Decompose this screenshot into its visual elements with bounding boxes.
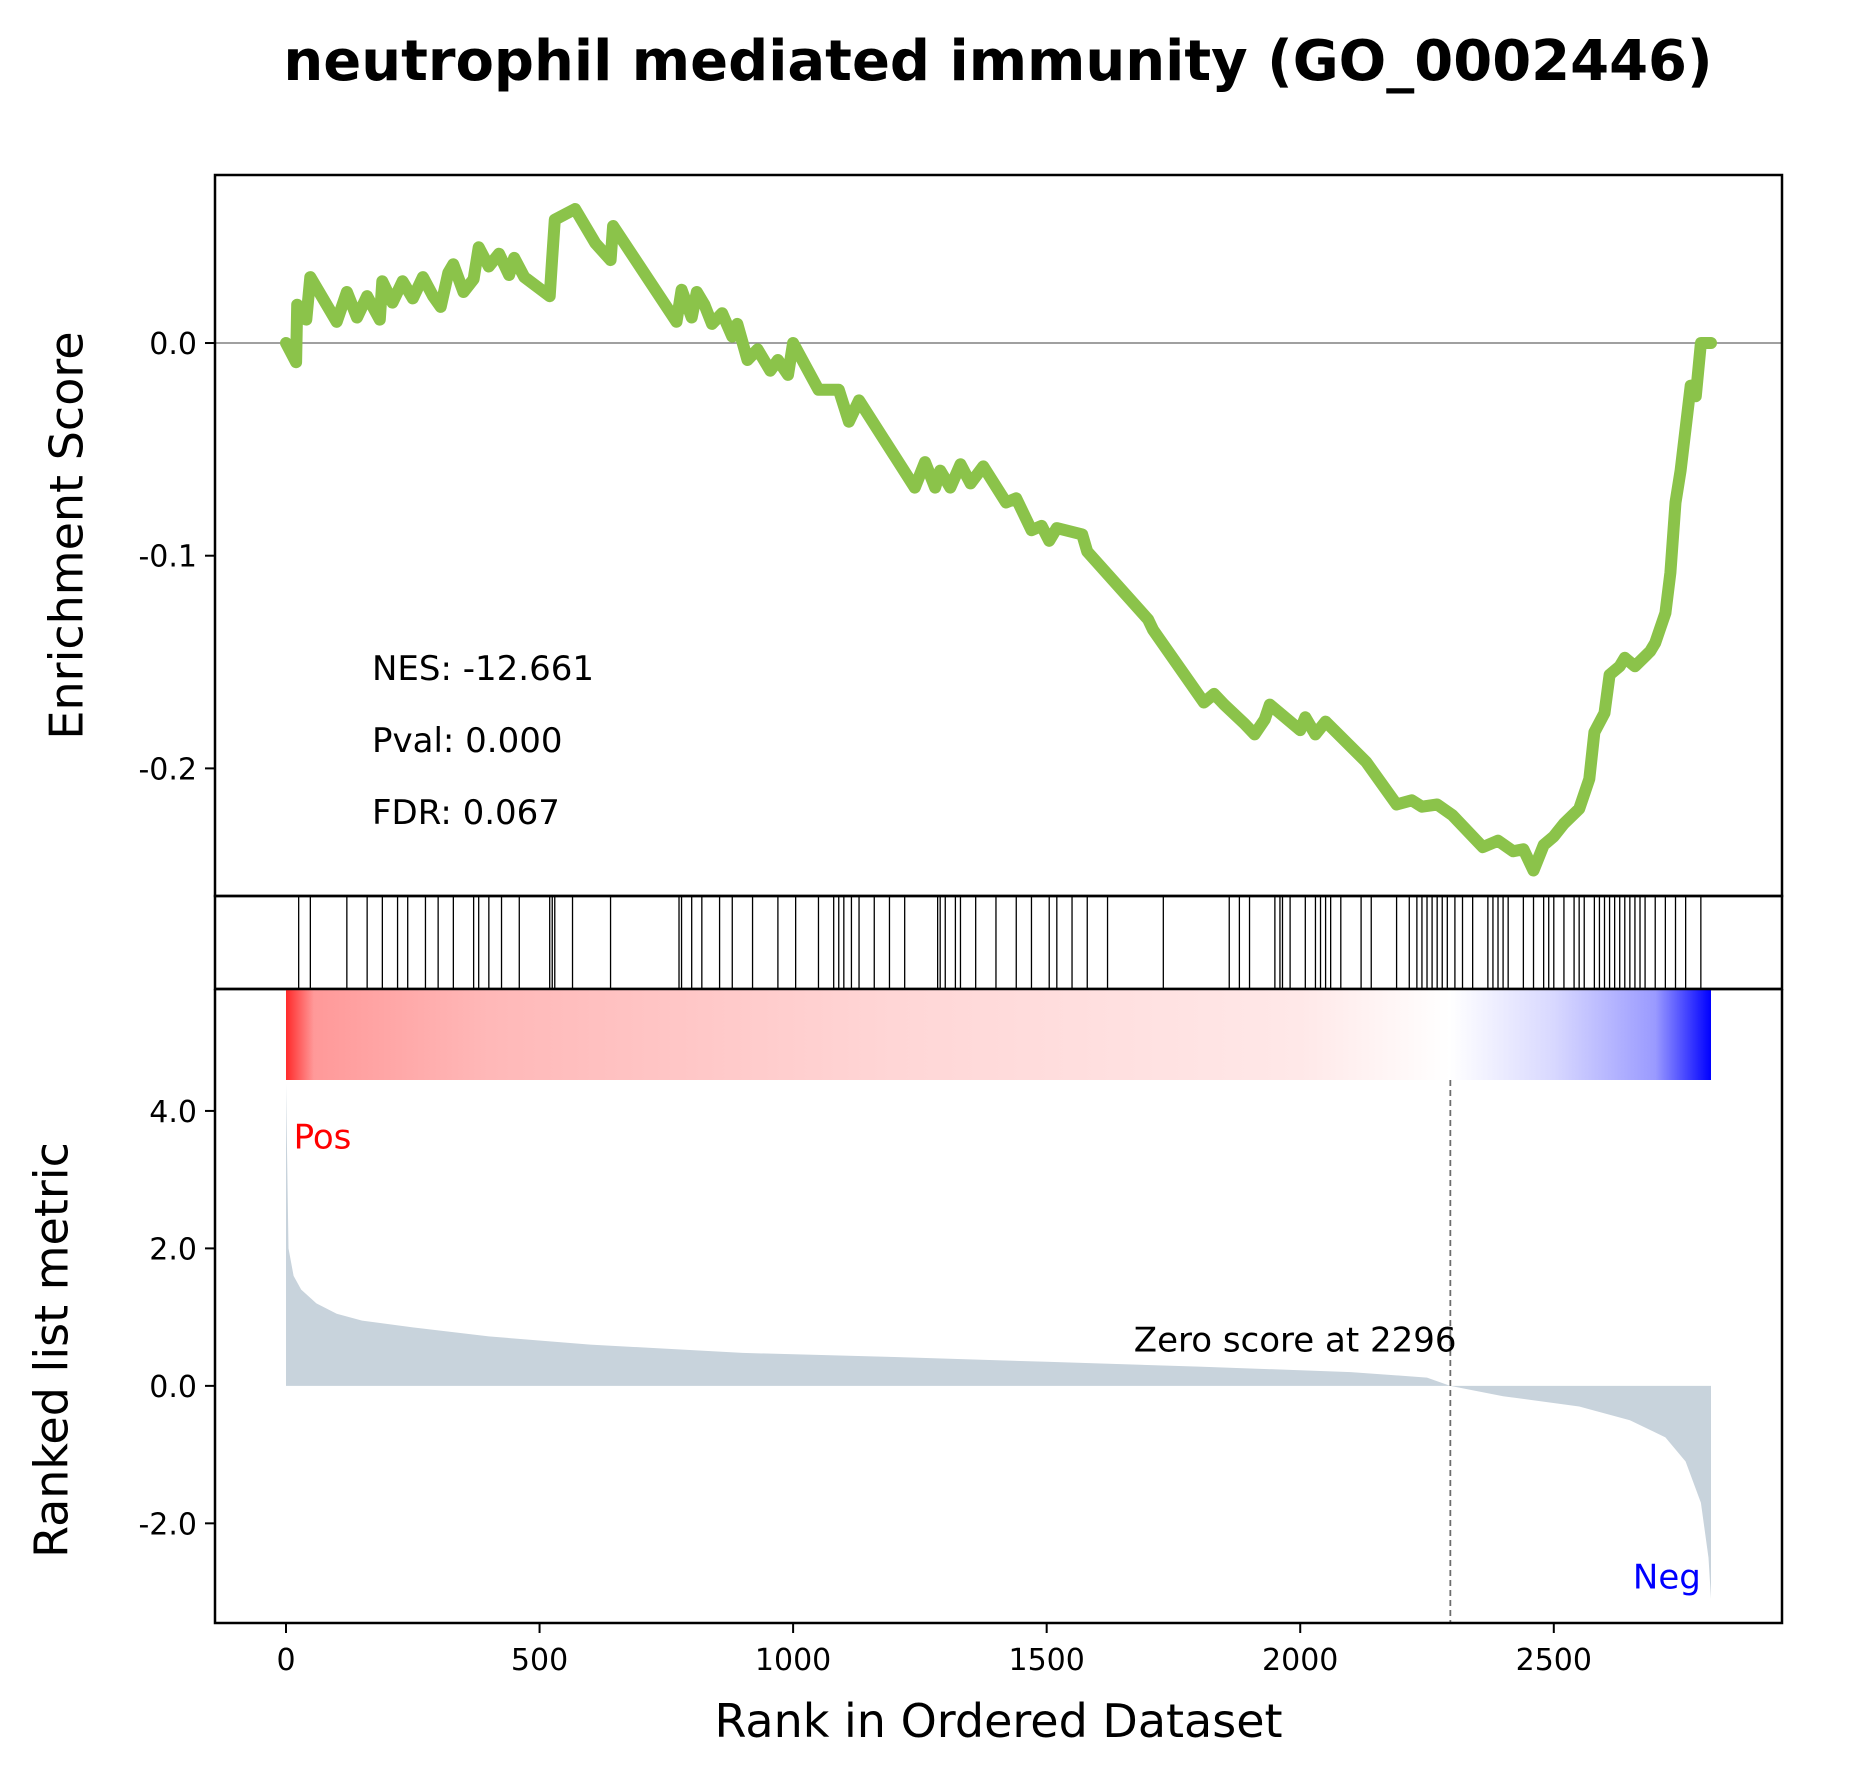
enrichment-stat-1: Pval: 0.000 — [372, 721, 563, 761]
x-axis-label: Rank in Ordered Dataset — [714, 1694, 1282, 1748]
pos-label: Pos — [294, 1118, 352, 1158]
x-tick-label: 1500 — [1008, 1643, 1084, 1678]
enrichment-y-tick-label: -0.1 — [138, 540, 197, 575]
x-tick-label: 1000 — [755, 1643, 831, 1678]
metric-y-axis-label: Ranked list metric — [25, 1142, 79, 1558]
gene-hit-ticks — [298, 896, 1702, 989]
enrichment-y-axis-label: Enrichment Score — [40, 331, 94, 739]
gene-hits-panel-frame — [213, 894, 1784, 991]
zero-score-label: Zero score at 2296 — [1134, 1321, 1457, 1361]
metric-panel-frame — [213, 1080, 1784, 1625]
gene-hits-panel — [213, 894, 1784, 991]
enrichment-y-ticks: 0.0 -0.1 -0.2 — [138, 327, 215, 787]
x-tick-label: 2000 — [1262, 1643, 1338, 1678]
ranked-metric-panel: 4.0 2.0 0.0 -2.0 Zero score at 2296 Pos Neg… — [25, 1080, 1784, 1748]
metric-y-ticks: 4.0 2.0 0.0 -2.0 — [138, 1095, 215, 1542]
enrichment-y-tick-label: 0.0 — [149, 327, 197, 362]
enrichment-stat-2: FDR: 0.067 — [372, 793, 560, 833]
ranked-metric-area — [286, 1083, 1711, 1599]
enrichment-y-tick-label: -0.2 — [138, 752, 197, 787]
enrichment-score-line — [280, 203, 1717, 877]
enrichment-stat-0: NES: -12.661 — [372, 649, 594, 689]
ranking-color-bar — [285, 989, 1712, 1080]
x-axis-ticks: 0 500 1000 1500 2000 2500 — [276, 1623, 1592, 1678]
metric-y-tick-label: 2.0 — [149, 1232, 197, 1267]
enrichment-score-panel: 0.0 -0.1 -0.2 NES: -12.661 Pval: 0.000 FDR: … — [40, 173, 1784, 898]
chart-title: neutrophil mediated immunity (GO_0002446… — [283, 29, 1712, 94]
neg-label: Neg — [1633, 1558, 1701, 1598]
ranking-color-bar-panel — [213, 987, 1784, 1080]
metric-y-tick-label: 4.0 — [149, 1095, 197, 1130]
metric-y-tick-label: -2.0 — [138, 1507, 197, 1542]
x-tick-label: 500 — [511, 1643, 568, 1678]
x-tick-label: 2500 — [1516, 1643, 1592, 1678]
enrichment-stats: NES: -12.661 Pval: 0.000 FDR: 0.067 — [372, 649, 594, 833]
x-tick-label: 0 — [276, 1643, 295, 1678]
metric-y-tick-label: 0.0 — [149, 1370, 197, 1405]
